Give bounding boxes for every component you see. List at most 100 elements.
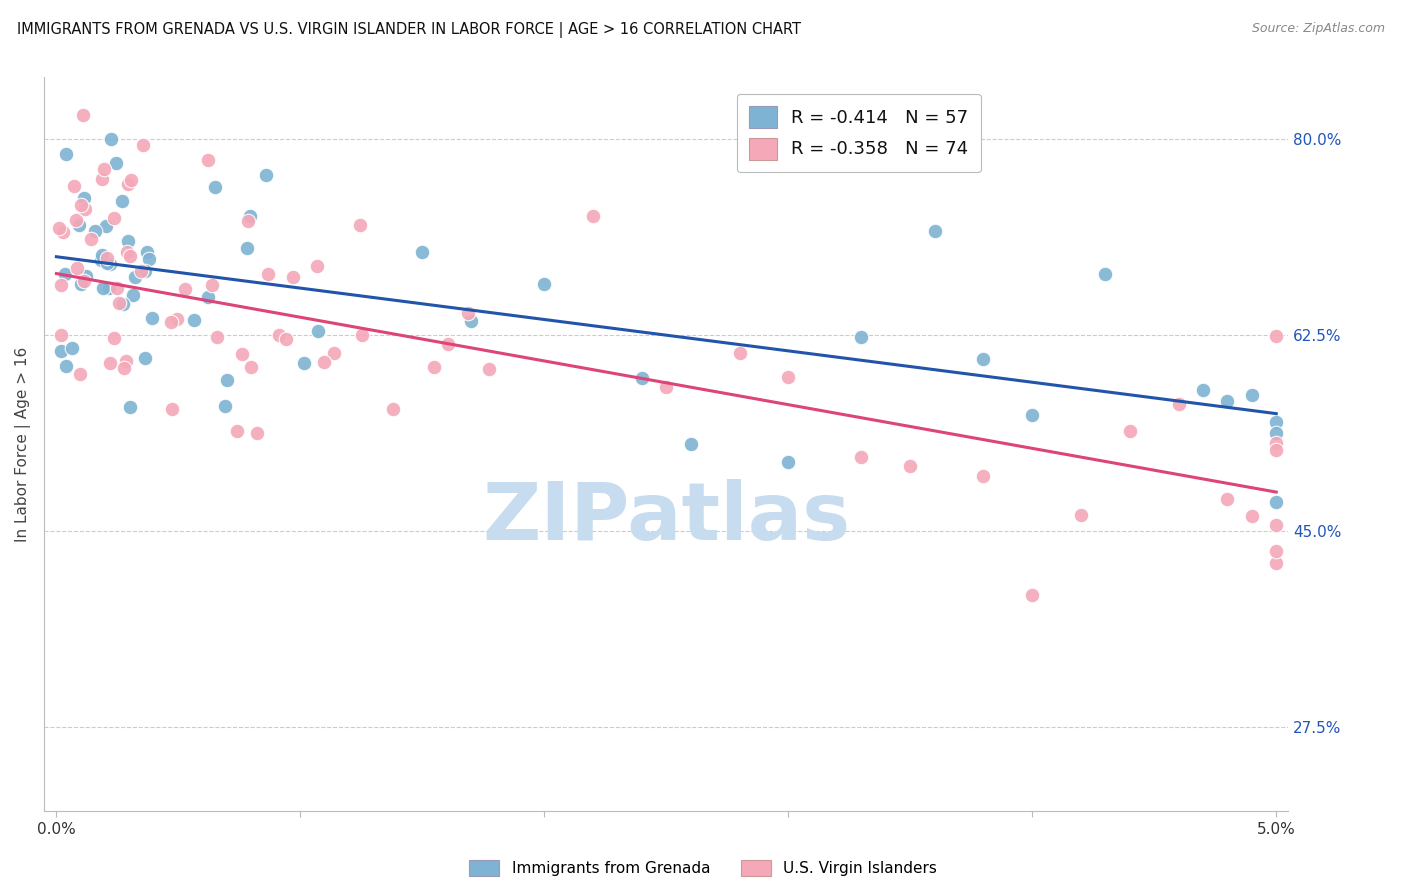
Point xyxy=(111,194,134,208)
Point xyxy=(73,191,96,205)
Point xyxy=(1216,394,1239,409)
Point xyxy=(134,264,156,278)
Point xyxy=(1240,509,1263,524)
Point xyxy=(1265,495,1288,509)
Point xyxy=(174,282,197,296)
Point xyxy=(80,232,103,246)
Point xyxy=(307,324,329,338)
Point xyxy=(103,211,125,226)
Point xyxy=(117,177,139,191)
Point xyxy=(124,270,146,285)
Point xyxy=(778,455,800,469)
Point xyxy=(48,220,70,235)
Point xyxy=(122,288,145,302)
Point xyxy=(67,219,90,233)
Point xyxy=(52,225,75,239)
Point xyxy=(197,153,219,167)
Point xyxy=(257,267,280,281)
Text: Source: ZipAtlas.com: Source: ZipAtlas.com xyxy=(1251,22,1385,36)
Point xyxy=(851,329,873,343)
Point xyxy=(1265,425,1288,440)
Point xyxy=(66,260,89,275)
Point xyxy=(51,327,73,342)
Point xyxy=(117,234,139,248)
Point xyxy=(55,146,77,161)
Point xyxy=(460,314,482,328)
Point xyxy=(98,356,121,370)
Legend: Immigrants from Grenada, U.S. Virgin Islanders: Immigrants from Grenada, U.S. Virgin Isl… xyxy=(463,855,943,882)
Point xyxy=(112,361,135,376)
Legend: R = -0.414   N = 57, R = -0.358   N = 74: R = -0.414 N = 57, R = -0.358 N = 74 xyxy=(737,94,981,172)
Point xyxy=(90,248,112,262)
Point xyxy=(631,371,654,385)
Point xyxy=(105,281,128,295)
Point xyxy=(1265,544,1288,558)
Point xyxy=(53,267,76,281)
Point xyxy=(72,107,94,121)
Point xyxy=(97,281,120,295)
Point xyxy=(166,312,188,326)
Point xyxy=(120,401,142,415)
Point xyxy=(655,380,678,394)
Point xyxy=(1216,492,1239,507)
Point xyxy=(55,359,77,373)
Point xyxy=(582,209,605,223)
Point xyxy=(314,355,336,369)
Point xyxy=(1119,425,1142,439)
Point xyxy=(215,373,238,387)
Point xyxy=(236,241,259,255)
Point xyxy=(533,277,555,292)
Point xyxy=(49,278,72,293)
Point xyxy=(1021,408,1043,422)
Point xyxy=(96,252,118,266)
Point xyxy=(104,155,127,169)
Point xyxy=(437,336,460,351)
Point xyxy=(1192,383,1215,397)
Point xyxy=(65,212,87,227)
Point xyxy=(381,401,404,416)
Point xyxy=(1240,388,1263,402)
Point xyxy=(1265,415,1288,429)
Point xyxy=(240,359,263,374)
Y-axis label: In Labor Force | Age > 16: In Labor Force | Age > 16 xyxy=(15,347,31,542)
Point xyxy=(851,450,873,464)
Point xyxy=(1167,397,1189,411)
Point xyxy=(60,341,83,355)
Point xyxy=(238,214,260,228)
Point xyxy=(160,315,183,329)
Point xyxy=(100,131,122,145)
Point xyxy=(281,269,304,284)
Point xyxy=(305,259,328,273)
Point xyxy=(103,331,125,345)
Point xyxy=(141,310,163,325)
Point xyxy=(239,209,262,223)
Point xyxy=(478,361,501,376)
Point xyxy=(349,218,371,232)
Point xyxy=(972,352,994,367)
Point xyxy=(292,356,315,370)
Point xyxy=(267,327,290,342)
Point xyxy=(84,223,107,237)
Point xyxy=(457,306,479,320)
Point xyxy=(411,244,433,259)
Point xyxy=(51,344,73,359)
Point xyxy=(231,347,253,361)
Point xyxy=(197,289,219,303)
Point xyxy=(679,436,702,450)
Point xyxy=(73,274,96,288)
Point xyxy=(70,198,93,212)
Point xyxy=(91,281,114,295)
Point xyxy=(1265,443,1288,458)
Text: ZIPatlas: ZIPatlas xyxy=(482,479,851,557)
Point xyxy=(352,327,374,342)
Text: IMMIGRANTS FROM GRENADA VS U.S. VIRGIN ISLANDER IN LABOR FORCE | AGE > 16 CORREL: IMMIGRANTS FROM GRENADA VS U.S. VIRGIN I… xyxy=(17,22,801,38)
Point xyxy=(136,244,159,259)
Point xyxy=(1070,508,1092,522)
Point xyxy=(69,277,91,291)
Point xyxy=(108,296,131,310)
Point xyxy=(205,330,228,344)
Point xyxy=(131,137,153,152)
Point xyxy=(69,367,91,381)
Point xyxy=(323,345,346,359)
Point xyxy=(214,399,236,413)
